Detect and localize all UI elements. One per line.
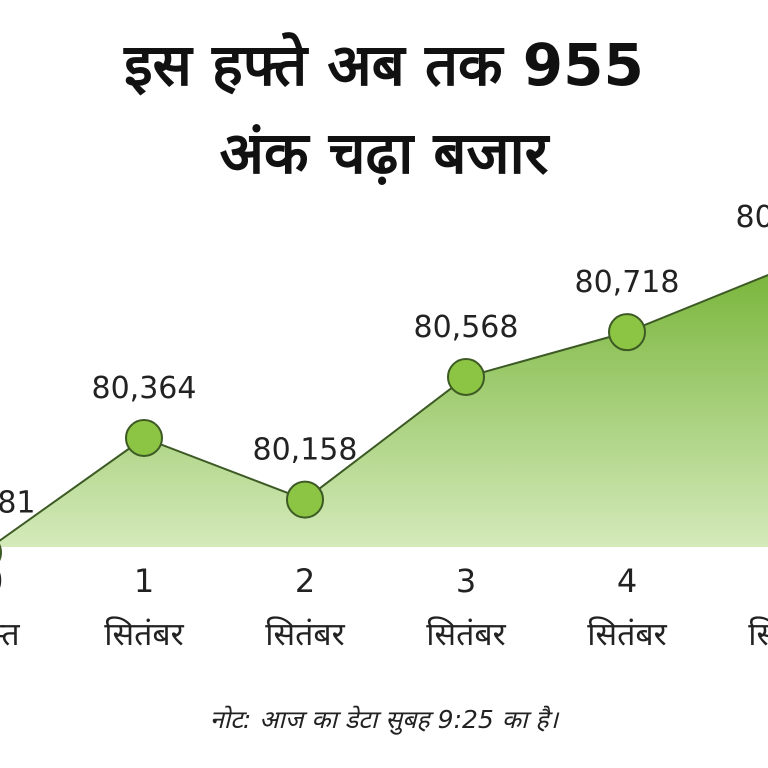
x-tick-month: अगस्त	[0, 615, 20, 653]
x-tick-day: 30	[0, 562, 3, 600]
chart-title-line-2: अंक चढ़ा बजार	[219, 119, 549, 187]
data-label: 80,936	[736, 200, 768, 235]
x-tick-day: 4	[617, 562, 637, 600]
x-tick-month: सितंबर	[587, 615, 667, 653]
data-label: 80,364	[92, 371, 197, 406]
data-point	[608, 313, 646, 352]
x-tick-day: 1	[134, 562, 154, 600]
x-tick-day: 3	[456, 562, 476, 600]
chart-title-line-1: इस हफ्ते अब तक 955	[124, 31, 644, 99]
data-label: 79,981	[0, 486, 35, 521]
data-note: नोट: आज का डेटा सुबह 9:25 का है।	[209, 705, 559, 734]
x-tick-month: सितंबर	[104, 615, 184, 653]
data-label: 80,568	[414, 310, 519, 345]
x-tick-day: 2	[295, 562, 315, 600]
data-point	[125, 419, 163, 457]
data-point	[286, 480, 324, 519]
series-line	[0, 273, 768, 542]
area-fill	[0, 275, 768, 547]
data-label: 80,158	[253, 433, 358, 468]
data-point	[0, 544, 2, 562]
x-tick-month: सितंबर	[426, 615, 506, 653]
x-tick-month: सितंबर	[748, 615, 768, 653]
x-tick-month: सितंबर	[265, 615, 345, 653]
data-point	[447, 358, 485, 396]
data-label: 80,718	[575, 265, 680, 300]
